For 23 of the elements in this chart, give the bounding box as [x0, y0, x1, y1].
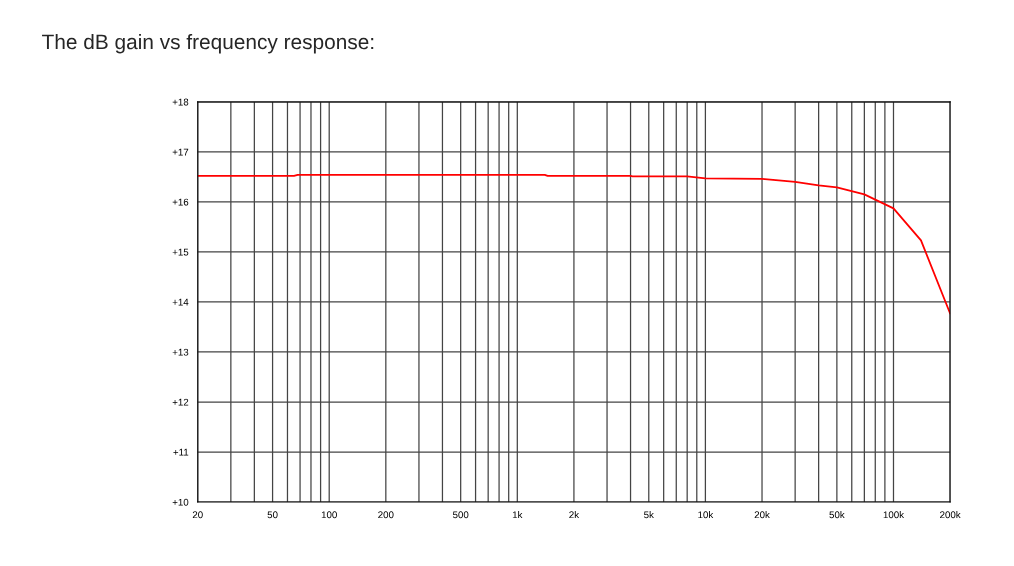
x-tick-label: 5k [644, 511, 654, 519]
x-tick-label: 2k [569, 511, 580, 519]
y-tick-label: +14 [172, 298, 189, 306]
x-tick-label: 10k [698, 511, 714, 519]
y-tick-label: +16 [172, 198, 189, 206]
x-tick-label: 1k [512, 511, 523, 519]
x-tick-label: 20 [192, 511, 203, 519]
y-tick-label: +13 [172, 348, 189, 356]
y-tick-label: +15 [172, 248, 189, 256]
x-tick-label: 100 [321, 511, 337, 519]
y-tick-label: +11 [173, 448, 189, 456]
x-tick-label: 50k [829, 511, 845, 519]
x-tick-label: 200k [940, 511, 961, 519]
x-tick-label: 100k [883, 511, 905, 519]
x-tick-label: 500 [452, 511, 469, 519]
y-tick-label: +17 [172, 148, 189, 156]
x-tick-label: 20k [754, 511, 770, 519]
chart-title: The dB gain vs frequency response: [42, 33, 374, 54]
y-tick-label: +18 [172, 98, 189, 106]
y-tick-label: +12 [172, 398, 189, 406]
x-tick-label: 50 [267, 511, 278, 519]
x-tick-label: 200 [378, 511, 394, 519]
y-tick-label: +10 [172, 498, 189, 506]
